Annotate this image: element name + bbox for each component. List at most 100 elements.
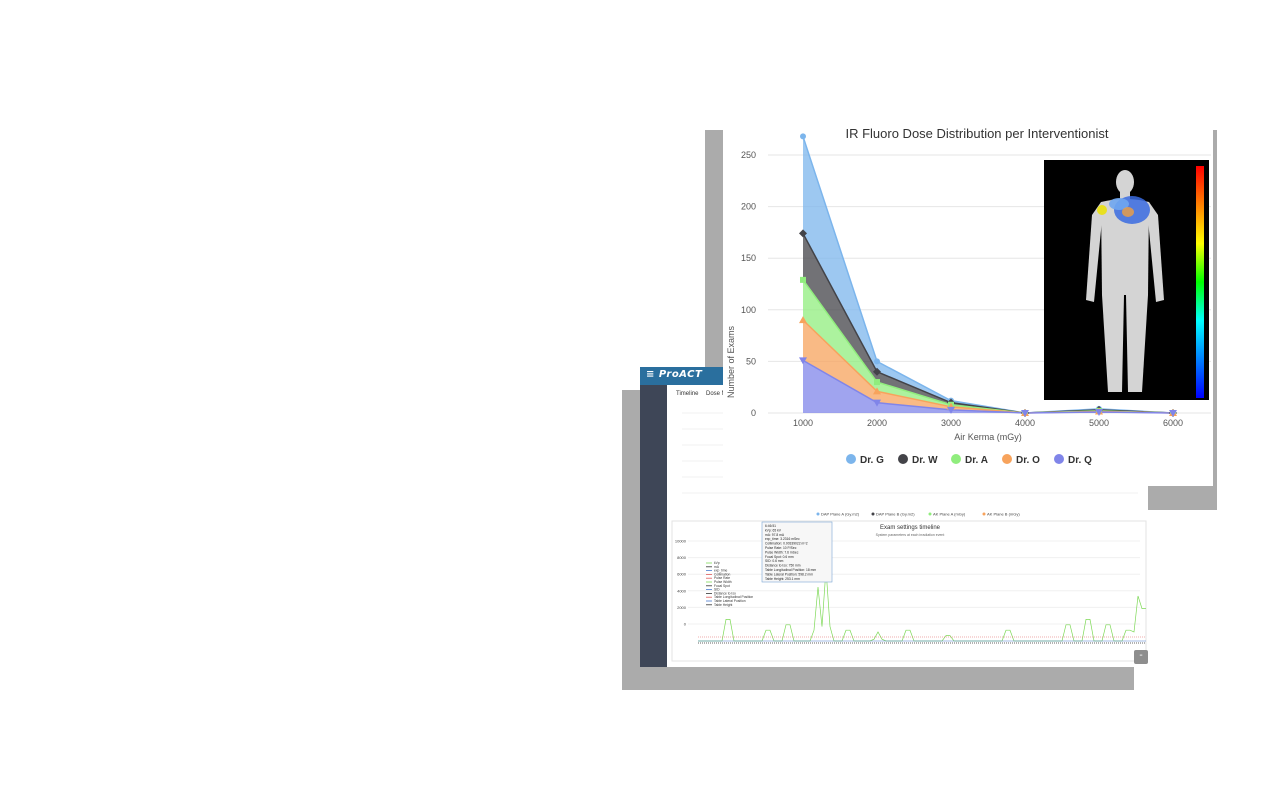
side-legend-label: Distance to Iso [714, 591, 736, 595]
data-point[interactable] [799, 229, 807, 238]
side-legend-label: Pulse Rate [714, 576, 730, 580]
upper-legend-label: DAP Plane A (Gy.m2) [821, 512, 860, 517]
legend-item[interactable]: Dr. A [951, 454, 988, 466]
series-line [802, 359, 1174, 414]
exam-settings-title: Exam settings timeline [880, 525, 941, 531]
exam-settings-subtitle: System parameters at each irradiation ev… [876, 533, 945, 537]
legend-marker [951, 454, 961, 464]
tooltip-line: kVp: 65 kV [765, 528, 782, 532]
side-legend-label: kVp [714, 561, 720, 565]
x-tick-label: 1000 [793, 418, 813, 428]
app-tabs: Timeline Dose M [668, 385, 1148, 403]
upper-legend-label: AK Plane B (mGy) [987, 512, 1020, 517]
data-point[interactable] [800, 276, 806, 283]
tooltip-line: Pulse Rate: 10 P/Sec [765, 546, 797, 550]
chart-title: IR Fluoro Dose Distribution per Interven… [845, 126, 1108, 141]
dose-hotspot [1097, 196, 1150, 224]
legend: Dr. G Dr. W Dr. A Dr. O Dr. Q [846, 454, 1092, 466]
y-tick-label: 50 [746, 356, 756, 366]
upper-legend-marker [928, 512, 932, 516]
side-legend-label: Pulse Width [714, 580, 732, 584]
legend-item[interactable]: Dr. Q [1054, 454, 1092, 466]
series-area [803, 360, 1173, 413]
tab-dose[interactable]: Dose M [706, 391, 727, 397]
tooltip-line: Table Longitudinal Position: 18 mm [765, 568, 816, 572]
data-point[interactable] [873, 399, 881, 407]
legend-marker [898, 454, 908, 464]
x-tick-label: 4000 [1015, 418, 1035, 428]
side-legend-label: mA [714, 565, 720, 569]
lower-y-tick: 4000 [677, 588, 687, 593]
dose-distribution-chart: IR Fluoro Dose Distribution per Interven… [726, 126, 1211, 466]
y-tick-label: 100 [741, 305, 756, 315]
y-tick-label: 200 [741, 202, 756, 212]
series-areas [802, 136, 1174, 414]
body-dose-map-icon [1044, 160, 1209, 400]
dose-distribution-card: IR Fluoro Dose Distribution per Interven… [723, 120, 1213, 486]
app-sidebar [640, 385, 667, 667]
x-tick-label: 2000 [867, 418, 887, 428]
data-point[interactable] [799, 357, 807, 365]
timeline-charts: DAP Plane A (Gy.m2) DAP Plane B (Gy.m2) AK… [671, 412, 1147, 662]
upper-legend-marker [871, 512, 875, 516]
y-tick-label: 150 [741, 253, 756, 263]
legend-label: Dr. W [912, 455, 938, 466]
side-legend-label: Focal Spot [714, 584, 730, 588]
tooltip-line: Distance to Iso: 750 mm [765, 564, 801, 568]
tooltip-line: Collimation: 0.00339022 m^2 [765, 542, 808, 546]
upper-legend-label: DAP Plane B (Gy.m2) [876, 512, 915, 517]
data-point[interactable] [947, 406, 955, 414]
x-tick-label: 3000 [941, 418, 961, 428]
legend-marker [1054, 454, 1064, 464]
data-point[interactable] [1169, 410, 1177, 417]
tooltip-line: 6:46:51 [765, 524, 776, 528]
app-logo: ≡ ProACT [646, 369, 703, 380]
legend-marker [1002, 454, 1012, 464]
tooltip-line: SID: 0.6 mm [765, 559, 784, 563]
exam-settings-chart: Exam settings timeline System parameters … [671, 520, 1147, 662]
tooltip-line: exp_time: 3.2316 mSec [765, 537, 800, 541]
side-legend-label: SID [714, 588, 720, 592]
minimize-button[interactable]: - [1134, 650, 1148, 664]
data-point[interactable] [1095, 408, 1103, 416]
data-point[interactable] [873, 387, 881, 395]
upper-legend-label: AK Plane A (mGy) [933, 512, 966, 517]
tooltip-box [761, 521, 833, 583]
tooltip-line: Table Lateral Position: 598.2 mm [765, 572, 813, 576]
x-axis-label: Air Kerma (mGy) [954, 432, 1022, 442]
series-markers [799, 133, 1177, 417]
series-line [802, 233, 1174, 414]
data-point[interactable] [800, 133, 806, 140]
side-legend-label: Table Longitudinal Position [714, 595, 753, 599]
data-point[interactable] [799, 316, 807, 324]
tooltip-line: Table Height: 253.1 mm [765, 577, 800, 581]
legend-label: Dr. O [1016, 455, 1040, 466]
color-scale-bar [1196, 166, 1204, 398]
data-point[interactable] [1021, 410, 1029, 417]
data-point[interactable] [874, 379, 880, 386]
legend-item[interactable]: Dr. G [846, 454, 884, 466]
legend-item[interactable]: Dr. O [1002, 454, 1040, 466]
data-point[interactable] [873, 367, 881, 376]
lower-y-tick: 2000 [677, 605, 687, 610]
lower-y-tick: 8000 [677, 555, 687, 560]
tooltip-line: Focal Spot: 0.6 mm [765, 555, 794, 559]
tooltip-line: Pulse Width: 7.6 mSec [765, 550, 799, 554]
series-line [802, 136, 1174, 414]
legend-label: Dr. A [965, 455, 988, 466]
side-legend-label: exp_time [714, 569, 728, 573]
lower-y-tick: 0 [684, 622, 687, 627]
y-tick-label: 250 [741, 150, 756, 160]
y-tick-label: 0 [751, 408, 756, 418]
tab-timeline[interactable]: Timeline [676, 391, 699, 397]
legend-marker [846, 454, 856, 464]
legend-label: Dr. Q [1068, 455, 1092, 466]
axis-ticks: 0 50 100 150 200 250 1000 2000 3000 4000 5000 6000 [741, 150, 1183, 428]
data-point[interactable] [874, 358, 880, 365]
side-legend-label: Table Lateral Position [714, 599, 746, 603]
upper-legend-marker [982, 512, 986, 516]
legend-label: Dr. G [860, 455, 884, 466]
x-tick-label: 6000 [1163, 418, 1183, 428]
legend-item[interactable]: Dr. W [898, 454, 938, 466]
